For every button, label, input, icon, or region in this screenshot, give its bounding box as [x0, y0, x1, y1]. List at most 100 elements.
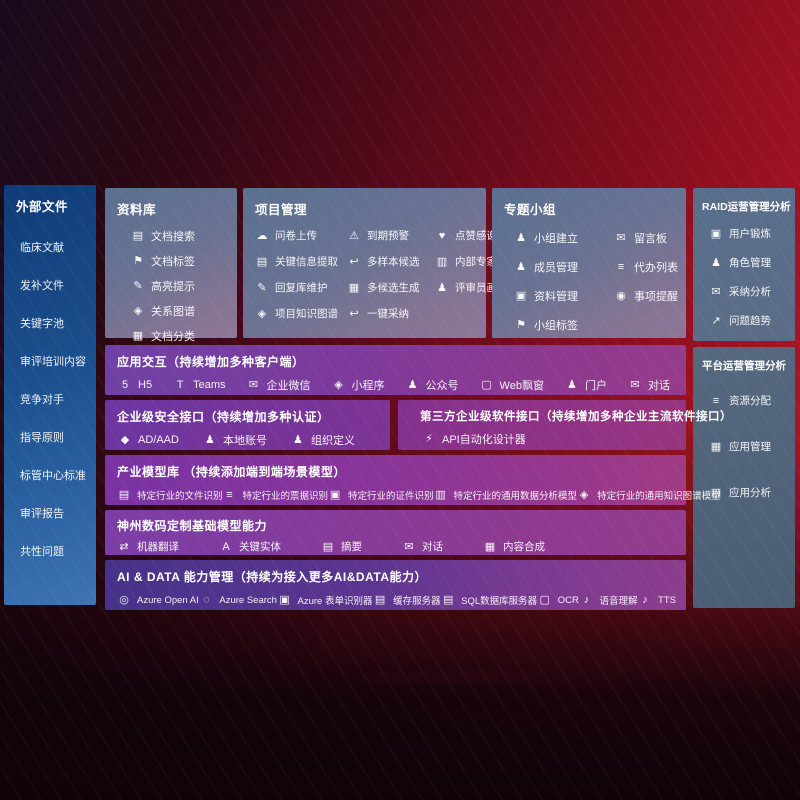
feature-label: 资料管理: [534, 291, 578, 303]
feature-item: ✉ 对话: [402, 539, 443, 554]
feature-item: 指导原则: [20, 429, 92, 445]
feature-item: 5 H5: [118, 378, 152, 392]
topic-group-list: ♟ 小组建立 ✉ 留言板 ♟ 成员管理 ≡ 代办列表 ▣ 资料管理 ◉ 事项提醒 ⚑ 小组标签: [492, 220, 686, 333]
feature-label: 审评报告: [20, 508, 64, 520]
feature-item: 标管中心标准: [20, 467, 92, 483]
member-manage-icon: ♟: [516, 261, 526, 273]
feature-label: 机器翻译: [137, 541, 179, 553]
doc-tag-icon: ⚑: [133, 255, 143, 267]
feature-label: Azure Search: [219, 594, 277, 606]
role-manage-icon: ♟: [711, 256, 721, 269]
key-info-extract-icon: ▤: [256, 255, 268, 268]
one-click-adopt-icon: ↩: [349, 307, 359, 320]
feature-item: ◈ 项目知识图谱: [255, 306, 343, 321]
feature-item: ♟ 组织定义: [291, 432, 355, 448]
feature-item: ▦ 内容合成: [483, 539, 545, 554]
questionnaire-upload-icon: ☁: [256, 229, 268, 242]
cache-server-icon: ▤: [374, 594, 386, 606]
azure-form-recognizer-icon: ▣: [279, 594, 290, 606]
base-model-row: 神州数码定制基础模型能力 ⇄ 机器翻译 A 关键实体 ▤ 摘要 ✉ 对话 ▦ 内容合成: [105, 510, 686, 555]
feature-label: 公众号: [425, 380, 459, 392]
web-popup-icon: ▢: [481, 379, 492, 391]
feature-label: 采纳分析: [729, 286, 771, 298]
group-tag-icon: ⚑: [516, 319, 526, 331]
feature-label: H5: [138, 379, 153, 391]
feature-item: ♟ 本地账号: [203, 432, 267, 448]
speech-understanding-icon: ♪: [583, 594, 590, 606]
feature-item: ↩ 多样本候选: [347, 254, 431, 269]
doc-search-icon: ▤: [132, 230, 144, 242]
h5-icon: 5: [121, 379, 129, 391]
feature-label: 特定行业的证件识别: [348, 491, 434, 502]
key-entity-icon: A: [222, 540, 230, 553]
summary-icon: ▤: [322, 540, 334, 553]
feature-item: ◉ 事项提醒: [614, 288, 682, 304]
feature-item: ✎ 高亮提示: [131, 278, 233, 294]
feature-item: ♪ 语音理解: [579, 593, 638, 607]
feature-label: TTS: [658, 594, 676, 606]
feature-item: ≡ 代办列表: [614, 259, 682, 275]
adoption-analysis-icon: ✉: [711, 285, 721, 298]
feature-label: 特定行业的通用数据分析模型: [453, 491, 578, 502]
feature-label: Azure Open AI: [137, 594, 199, 606]
data-analysis-model-icon: ▥: [435, 489, 446, 501]
dialog-icon: ✉: [404, 540, 414, 553]
feature-item: ♥ 点赞感谢: [435, 228, 518, 243]
reply-maintain-icon: ✎: [257, 281, 267, 294]
feature-item: ✉ 企业微信: [247, 377, 311, 393]
portal-icon: ♟: [567, 379, 577, 391]
app-manage-icon: ▦: [710, 440, 722, 453]
feature-label: 本地账号: [222, 435, 267, 447]
tts-icon: ♪: [642, 594, 648, 606]
reviewer-portrait-icon: ♟: [437, 281, 447, 294]
issue-trend-icon: ↗: [711, 314, 721, 327]
feature-item: ↩ 一键采纳: [347, 306, 431, 321]
background-red-shape: [313, 606, 800, 662]
ai-data-list: ◎ Azure Open AI ◌ Azure Search ▣ Azure 表单识别器 ▤…: [105, 585, 686, 607]
feature-label: 审评培训内容: [20, 356, 86, 368]
feature-label: 一键采纳: [367, 308, 409, 320]
feature-label: 发补文件: [20, 280, 64, 292]
todo-list-icon: ≡: [617, 261, 625, 273]
feature-item: ◎ Azure Open AI: [117, 593, 199, 607]
feature-label: 内容合成: [503, 541, 545, 553]
feature-label: 对话: [422, 541, 443, 553]
feature-label: 应用管理: [729, 441, 771, 453]
data-repository-panel: 资料库 ▤ 文档搜索 ⚑ 文档标签 ✎ 高亮提示 ◈ 关系图谱 ▦ 文档分类: [105, 188, 237, 343]
feature-item: ▤ 关键信息提取: [255, 254, 343, 269]
feature-item: ♪ TTS: [638, 593, 676, 607]
feature-label: 特定行业的通用知识图谱模型: [597, 491, 721, 502]
feature-item: ♟ 公众号: [406, 377, 459, 393]
app-interaction-list: 5 H5 T Teams ✉ 企业微信 ◈ 小程序 ♟ 公众号 ▢ Web飘窗 ♟ 门户 ✉ 对话: [105, 370, 686, 393]
project-management-panel: 项目管理 ☁ 问卷上传 ⚠ 到期预警 ♥ 点赞感谢 ▤ 关键信息提取 ↩ 多样本候选 ▥ 内部专家排名…: [243, 188, 518, 338]
platform-analysis-title: 平台运营管理分析: [702, 360, 786, 372]
feature-label: Web飘窗: [499, 380, 544, 392]
feature-label: 关键实体: [239, 541, 281, 553]
enterprise-security-list: ◆ AD/AAD ♟ 本地账号 ♟ 组织定义: [105, 425, 390, 448]
feature-label: Azure 表单识别器: [297, 596, 373, 607]
feature-item: ✉ 对话: [628, 377, 670, 393]
feature-item: ▢ OCR: [538, 593, 579, 607]
feature-label: 小程序: [351, 380, 385, 392]
feature-label: 文档搜索: [151, 231, 195, 243]
feature-item: ≡ 资源分配: [709, 393, 793, 408]
feature-label: 企业微信: [266, 380, 311, 392]
chat-icon: ✉: [630, 379, 640, 391]
miniprogram-icon: ◈: [334, 379, 343, 391]
feature-item: ⇄ 机器翻译: [117, 539, 179, 554]
feature-label: 事项提醒: [634, 291, 678, 303]
feature-item: ♟ 角色管理: [709, 255, 793, 270]
feature-label: 小组建立: [534, 233, 578, 245]
feature-label: 文档标签: [151, 256, 195, 268]
feature-label: 留言板: [634, 233, 667, 245]
feature-item: ▥ 特定行业的通用数据分析模型: [434, 488, 578, 502]
thirdparty-software-title: 第三方企业级软件接口（持续增加多种企业主流软件接口）: [420, 411, 732, 423]
feature-label: SQL数据库服务器: [461, 596, 538, 607]
feature-item: ▣ Azure 表单识别器: [278, 593, 373, 607]
feature-item: 共性问题: [20, 543, 92, 559]
ocr-icon: ▢: [539, 594, 550, 606]
feature-label: 文档分类: [151, 331, 195, 343]
feature-label: 关系图谱: [151, 306, 195, 318]
feature-label: 成员管理: [534, 262, 578, 274]
feature-item: ▤ SQL数据库服务器: [441, 593, 537, 607]
